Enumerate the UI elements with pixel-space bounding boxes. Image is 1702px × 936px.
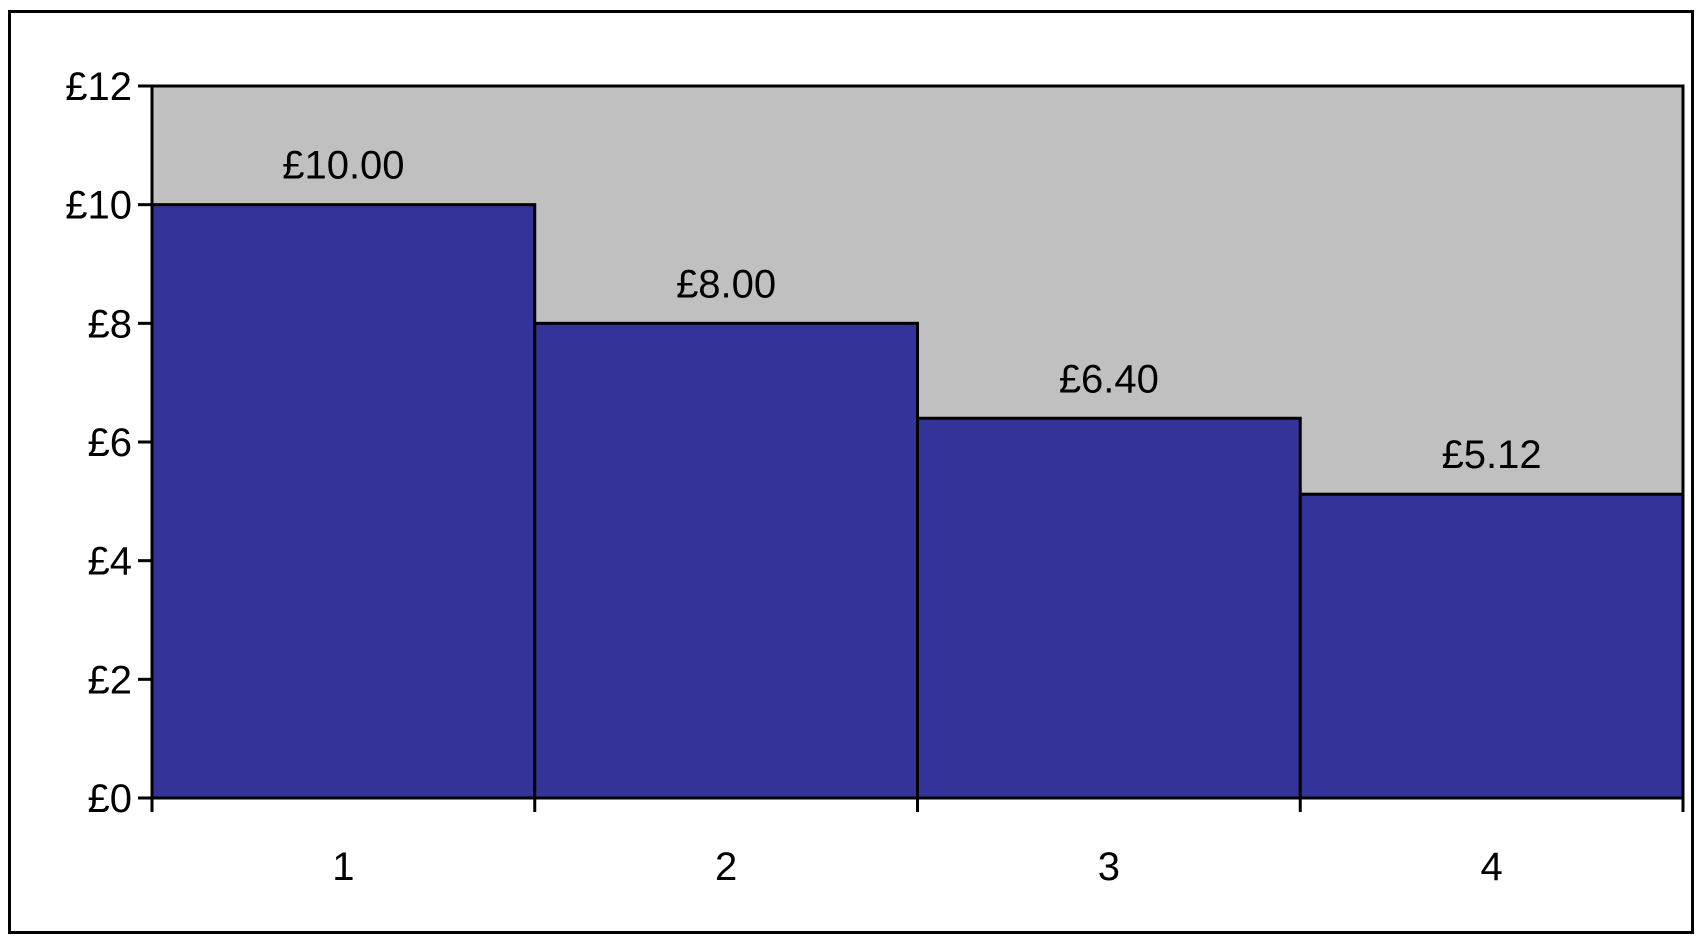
bar-3 [916, 416, 1302, 800]
bar-1 [150, 203, 537, 800]
data-label-1: £10.00 [282, 144, 404, 188]
y-tick-label: £0 [88, 777, 133, 821]
data-label-3: £6.40 [1059, 357, 1159, 401]
bar-4 [1298, 492, 1685, 800]
x-tick-label: 2 [715, 845, 737, 889]
y-tick-label: £10 [65, 184, 132, 228]
y-tick-label: £8 [88, 302, 133, 346]
data-label-4: £5.12 [1442, 433, 1542, 477]
bar-2 [533, 321, 919, 800]
x-tick-label: 1 [332, 845, 354, 889]
y-tick-label: £12 [65, 65, 132, 109]
x-tick-label: 3 [1098, 845, 1120, 889]
plot-area: £10.00 £8.00 £6.40 £5.12 £0 £2 £4 £6 £8 £10 £12 1 2 3… [65, 65, 1685, 889]
y-tick-label: £4 [88, 540, 133, 584]
x-tick-label: 4 [1481, 845, 1503, 889]
y-tick-label: £2 [88, 658, 133, 702]
y-tick-label: £6 [88, 421, 133, 465]
data-label-2: £8.00 [676, 262, 776, 306]
